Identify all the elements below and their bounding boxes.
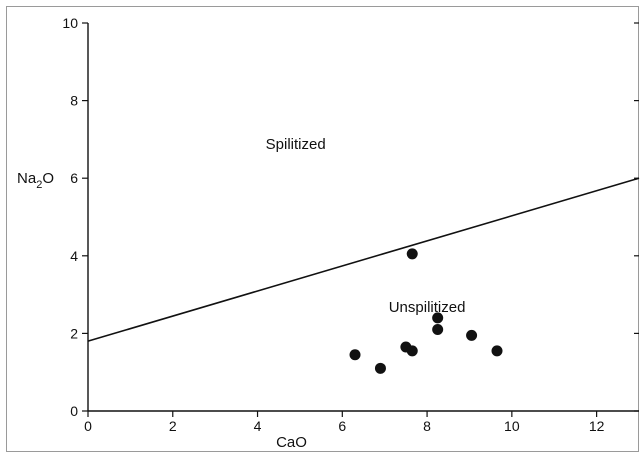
x-tick-label: 12 (589, 418, 605, 434)
y-axis-title-rest: O (42, 170, 54, 187)
data-point (406, 248, 418, 260)
data-point (406, 345, 418, 357)
axes (87, 23, 640, 412)
y-axis-title-subscript: 2 (36, 179, 42, 191)
y-tick-label: 0 (70, 403, 78, 419)
discrimination-line (87, 177, 640, 342)
region-label: Unspilitized (389, 299, 466, 316)
data-point (491, 345, 503, 357)
x-tick-label: 2 (169, 418, 177, 434)
x-tick-label: 4 (254, 418, 262, 434)
x-axis-title: CaO (276, 434, 307, 451)
data-point (466, 329, 478, 341)
x-tick-label: 0 (84, 418, 92, 434)
x-tick-label: 10 (504, 418, 520, 434)
y-tick-label: 2 (70, 325, 78, 341)
y-tick-label: 6 (70, 170, 78, 186)
x-tick-label: 8 (423, 418, 431, 434)
data-point (349, 349, 361, 361)
y-tick-label: 10 (62, 15, 78, 31)
region-label: Spilitized (266, 136, 326, 153)
data-point (374, 362, 386, 374)
y-tick-label: 8 (70, 93, 78, 109)
ticks: 0 2 4 6 8 10 12 0 2 4 6 8 10 (62, 15, 639, 434)
y-axis-title: Na2O (17, 170, 54, 191)
x-tick-label: 6 (338, 418, 346, 434)
chart-frame (6, 6, 639, 452)
data-point (432, 324, 444, 336)
data-point (432, 312, 444, 324)
y-axis-title-main: Na (17, 170, 37, 187)
y-tick-label: 4 (70, 248, 78, 264)
data-points (349, 248, 503, 374)
